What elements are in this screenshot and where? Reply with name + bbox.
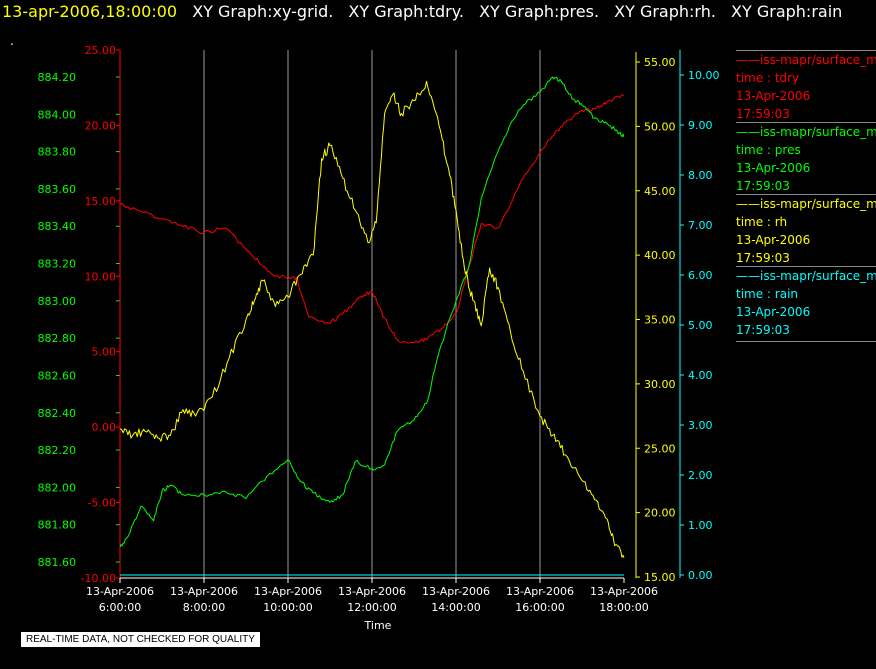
legend-time-label: 17:59:03 <box>736 251 790 265</box>
time-tick-date-label: 13-Apr-2006 <box>506 585 574 598</box>
pres-tick-label: 883.20 <box>38 258 77 271</box>
pres-tick-label: 884.00 <box>38 108 77 121</box>
legend-separator <box>736 122 876 123</box>
tdry-series-line <box>119 94 625 344</box>
rain-tick-label: 7.00 <box>688 219 713 232</box>
pres-tick-label: 883.60 <box>38 183 77 196</box>
legend-date-label: 13-Apr-2006 <box>736 305 811 319</box>
rain-tick-label: 4.00 <box>688 369 713 382</box>
rain-tick-label: 8.00 <box>688 169 713 182</box>
marker-dot: . <box>10 34 14 48</box>
tdry-tick-label: 0.00 <box>92 421 117 434</box>
time-tick-hour-label: 10:00:00 <box>263 601 312 614</box>
legend-separator <box>736 341 876 342</box>
legend-rain: ——iss-mapr/surface_m time : rain 13-Apr-… <box>736 264 876 342</box>
title-graph-xy-grid: XY Graph:xy-grid. <box>192 2 334 21</box>
time-tick-hour-label: 6:00:00 <box>99 601 141 614</box>
rh-tick-label: 15.00 <box>644 571 676 584</box>
rh-tick-label: 30.00 <box>644 378 676 391</box>
tdry-tick-label: -10.00 <box>81 572 116 585</box>
rh-tick-label: 40.00 <box>644 249 676 262</box>
rain-tick-label: 1.00 <box>688 519 713 532</box>
legend-tdry: ——iss-mapr/surface_m time : tdry 13-Apr-… <box>736 48 876 123</box>
legend-series-label: ——iss-mapr/surface_m <box>736 269 876 283</box>
time-tick-hour-label: 18:00:00 <box>599 601 648 614</box>
rh-series-line <box>119 80 625 558</box>
rain-tick-label: 6.00 <box>688 269 713 282</box>
title-graph-rh: XY Graph:rh. <box>614 2 716 21</box>
legend-date-label: 13-Apr-2006 <box>736 233 811 247</box>
tdry-tick-label: 25.00 <box>85 44 117 57</box>
legend-time-label: 17:59:03 <box>736 323 790 337</box>
time-tick-hour-label: 8:00:00 <box>183 601 225 614</box>
pres-tick-label: 882.80 <box>38 332 77 345</box>
legend-time-label: 17:59:03 <box>736 107 790 121</box>
legend-separator <box>736 194 876 195</box>
pres-tick-label: 883.40 <box>38 220 77 233</box>
title-graph-pres: XY Graph:pres. <box>479 2 600 21</box>
time-tick-hour-label: 14:00:00 <box>431 601 480 614</box>
legend-field-label: time : pres <box>736 143 801 157</box>
pres-tick-label: 883.00 <box>38 295 77 308</box>
legend-separator <box>736 266 876 267</box>
tdry-tick-label: 15.00 <box>85 195 117 208</box>
tdry-tick-label: -5.00 <box>88 497 116 510</box>
time-tick-date-label: 13-Apr-2006 <box>422 585 490 598</box>
time-tick-date-label: 13-Apr-2006 <box>86 585 154 598</box>
pres-series-line <box>119 76 625 548</box>
pres-tick-label: 882.40 <box>38 407 77 420</box>
legend-field-label: time : tdry <box>736 71 800 85</box>
legend-series-label: ——iss-mapr/surface_m <box>736 53 876 67</box>
legend-field-label: time : rain <box>736 287 799 301</box>
rain-tick-label: 9.00 <box>688 119 713 132</box>
legend-date-label: 13-Apr-2006 <box>736 89 811 103</box>
rh-tick-label: 20.00 <box>644 507 676 520</box>
tdry-tick-label: 20.00 <box>85 119 117 132</box>
title-time: 13-apr-2006,18:00:00 <box>2 2 178 21</box>
tdry-tick-label: 10.00 <box>85 270 117 283</box>
legend-rh: ——iss-mapr/surface_m time : rh 13-Apr-20… <box>736 192 876 267</box>
pres-tick-label: 884.20 <box>38 71 77 84</box>
time-axis-title: Time <box>364 619 392 632</box>
rh-tick-label: 50.00 <box>644 120 676 133</box>
rain-tick-label: 3.00 <box>688 419 713 432</box>
legend-series-label: ——iss-mapr/surface_m <box>736 197 876 211</box>
legend-series-label: ——iss-mapr/surface_m <box>736 125 876 139</box>
rain-tick-label: 10.00 <box>688 69 720 82</box>
title-graph-rain: XY Graph:rain <box>731 2 843 21</box>
legend-separator <box>736 50 876 51</box>
legend-pres: ——iss-mapr/surface_m time : pres 13-Apr-… <box>736 120 876 195</box>
time-tick-hour-label: 16:00:00 <box>515 601 564 614</box>
rh-tick-label: 45.00 <box>644 185 676 198</box>
time-tick-hour-label: 12:00:00 <box>347 601 396 614</box>
legend-time-label: 17:59:03 <box>736 179 790 193</box>
rh-tick-label: 35.00 <box>644 314 676 327</box>
time-tick-date-label: 13-Apr-2006 <box>338 585 406 598</box>
pres-tick-label: 882.00 <box>38 481 77 494</box>
title-bar: 13-apr-2006,18:00:00 XY Graph:xy-grid. X… <box>0 0 842 26</box>
pres-tick-label: 883.80 <box>38 146 77 159</box>
rain-tick-label: 0.00 <box>688 569 713 582</box>
tdry-tick-label: 5.00 <box>92 346 117 359</box>
rain-tick-label: 5.00 <box>688 319 713 332</box>
pres-tick-label: 882.60 <box>38 369 77 382</box>
quality-disclaimer: REAL-TIME DATA, NOT CHECKED FOR QUALITY <box>20 631 261 648</box>
rain-tick-label: 2.00 <box>688 469 713 482</box>
legend-date-label: 13-Apr-2006 <box>736 161 811 175</box>
title-graph-tdry: XY Graph:tdry. <box>348 2 464 21</box>
time-tick-date-label: 13-Apr-2006 <box>590 585 658 598</box>
legend-field-label: time : rh <box>736 215 788 229</box>
time-tick-date-label: 13-Apr-2006 <box>254 585 322 598</box>
pres-tick-label: 881.60 <box>38 556 77 569</box>
time-tick-date-label: 13-Apr-2006 <box>170 585 238 598</box>
pres-tick-label: 881.80 <box>38 519 77 532</box>
pres-tick-label: 882.20 <box>38 444 77 457</box>
rh-tick-label: 25.00 <box>644 442 676 455</box>
rh-tick-label: 55.00 <box>644 56 676 69</box>
